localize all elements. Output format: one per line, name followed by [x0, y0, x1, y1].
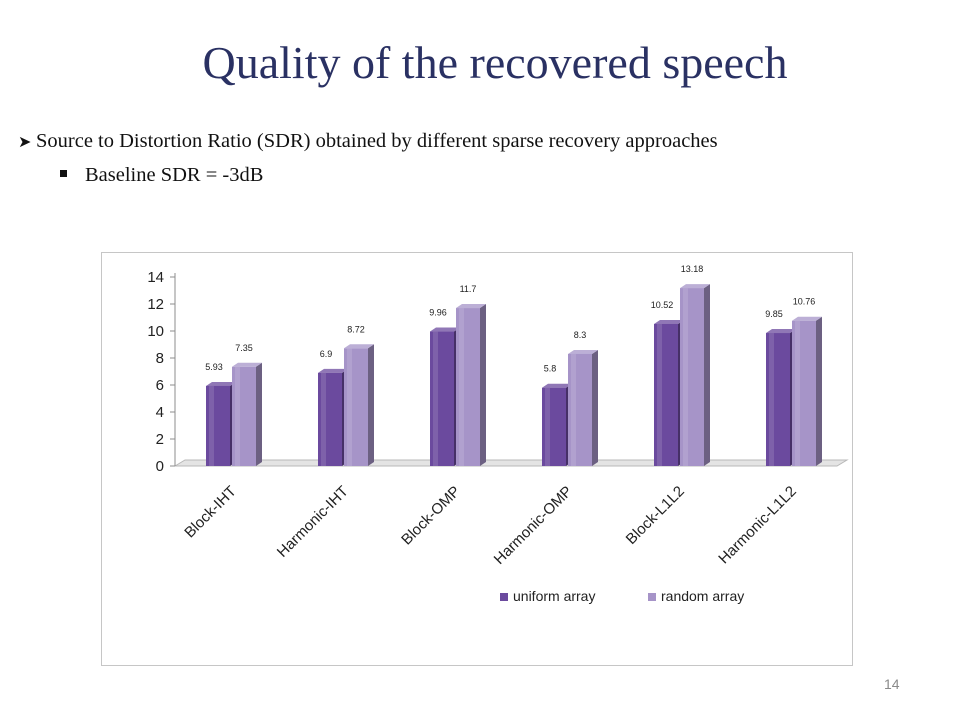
bar — [318, 368, 348, 466]
x-category-label: Block-L1L2 — [623, 483, 688, 548]
data-label: 5.93 — [205, 362, 223, 372]
bar-top — [206, 381, 236, 386]
bar-top — [792, 316, 822, 321]
y-tick-label: 6 — [156, 377, 164, 394]
data-label: 11.7 — [460, 284, 477, 294]
data-label: 7.35 — [235, 343, 253, 353]
bar-side — [816, 316, 822, 466]
y-tick-label: 4 — [156, 404, 164, 421]
data-label: 13.18 — [681, 264, 704, 274]
bar-top — [680, 284, 710, 289]
legend-swatch — [500, 593, 508, 601]
bullet-main-text: Source to Distortion Ratio (SDR) obtaine… — [36, 130, 718, 152]
bar — [766, 329, 796, 466]
bar — [680, 284, 710, 466]
bar-top — [232, 362, 262, 367]
y-tick-label: 10 — [147, 323, 164, 340]
data-label: 9.85 — [765, 309, 783, 319]
data-label: 9.96 — [429, 308, 447, 318]
bar-top — [766, 329, 796, 334]
bar — [654, 319, 684, 466]
bar-side — [592, 349, 598, 466]
data-label: 10.52 — [651, 300, 674, 310]
bar-highlight — [683, 288, 688, 466]
y-tick-label: 14 — [147, 269, 164, 286]
data-label: 5.8 — [544, 364, 557, 374]
bar — [456, 304, 486, 466]
x-category-label: Block-IHT — [181, 483, 240, 542]
bar-highlight — [321, 372, 326, 466]
bar-top — [542, 383, 572, 388]
data-label: 8.72 — [347, 324, 365, 334]
bar-top — [430, 327, 460, 332]
bar-side — [480, 304, 486, 466]
bar-highlight — [795, 320, 800, 466]
bar — [792, 316, 822, 466]
legend-swatch — [648, 593, 656, 601]
legend-label: random array — [661, 588, 744, 604]
bar-top — [318, 368, 348, 373]
y-tick-label: 2 — [156, 431, 164, 448]
bar — [206, 381, 236, 466]
bar-highlight — [657, 323, 662, 466]
bar — [568, 349, 598, 466]
bar-top — [568, 349, 598, 354]
y-tick-label: 12 — [147, 296, 164, 313]
bar — [430, 327, 460, 466]
square-bullet-icon — [60, 170, 67, 177]
bullet-main: ➤ Source to Distortion Ratio (SDR) obtain… — [18, 130, 718, 153]
x-category-label: Harmonic-OMP — [491, 483, 576, 568]
bullet-sub-text: Baseline SDR = -3dB — [85, 164, 264, 186]
bar-highlight — [209, 385, 214, 466]
bar-side — [368, 344, 374, 466]
bar-top — [456, 304, 486, 309]
page-number: 14 — [884, 676, 900, 692]
slide-title: Quality of the recovered speech — [202, 37, 788, 88]
x-category-label: Harmonic-L1L2 — [715, 483, 800, 568]
bar — [542, 383, 572, 466]
chart-floor — [173, 459, 849, 467]
bar-side — [256, 362, 262, 466]
bar-highlight — [235, 366, 240, 466]
bar-highlight — [347, 348, 352, 466]
bar — [344, 344, 374, 466]
data-label: 8.3 — [574, 330, 587, 340]
bar-highlight — [545, 387, 550, 466]
bar-top — [654, 319, 684, 324]
y-tick-label: 8 — [156, 350, 164, 367]
bar-top — [344, 344, 374, 349]
bar-highlight — [433, 331, 438, 466]
x-category-label: Harmonic-IHT — [274, 483, 352, 561]
bullet-sub: Baseline SDR = -3dB — [60, 164, 263, 187]
sdr-bar-chart: 0 2 4 6 8 10 12 14 5.93 7.35 Block-IHT 6.9 8.72 Harmo… — [147, 264, 849, 604]
legend-label: uniform array — [513, 588, 595, 604]
y-tick-label: 0 — [156, 458, 164, 475]
bar-highlight — [459, 308, 464, 466]
bar-side — [704, 284, 710, 466]
bar-highlight — [769, 333, 774, 466]
data-label: 10.76 — [793, 297, 816, 307]
data-label: 6.9 — [320, 349, 333, 359]
bar-highlight — [571, 353, 576, 466]
bar — [232, 362, 262, 466]
arrow-bullet-icon: ➤ — [18, 134, 32, 151]
x-category-label: Block-OMP — [398, 483, 464, 549]
